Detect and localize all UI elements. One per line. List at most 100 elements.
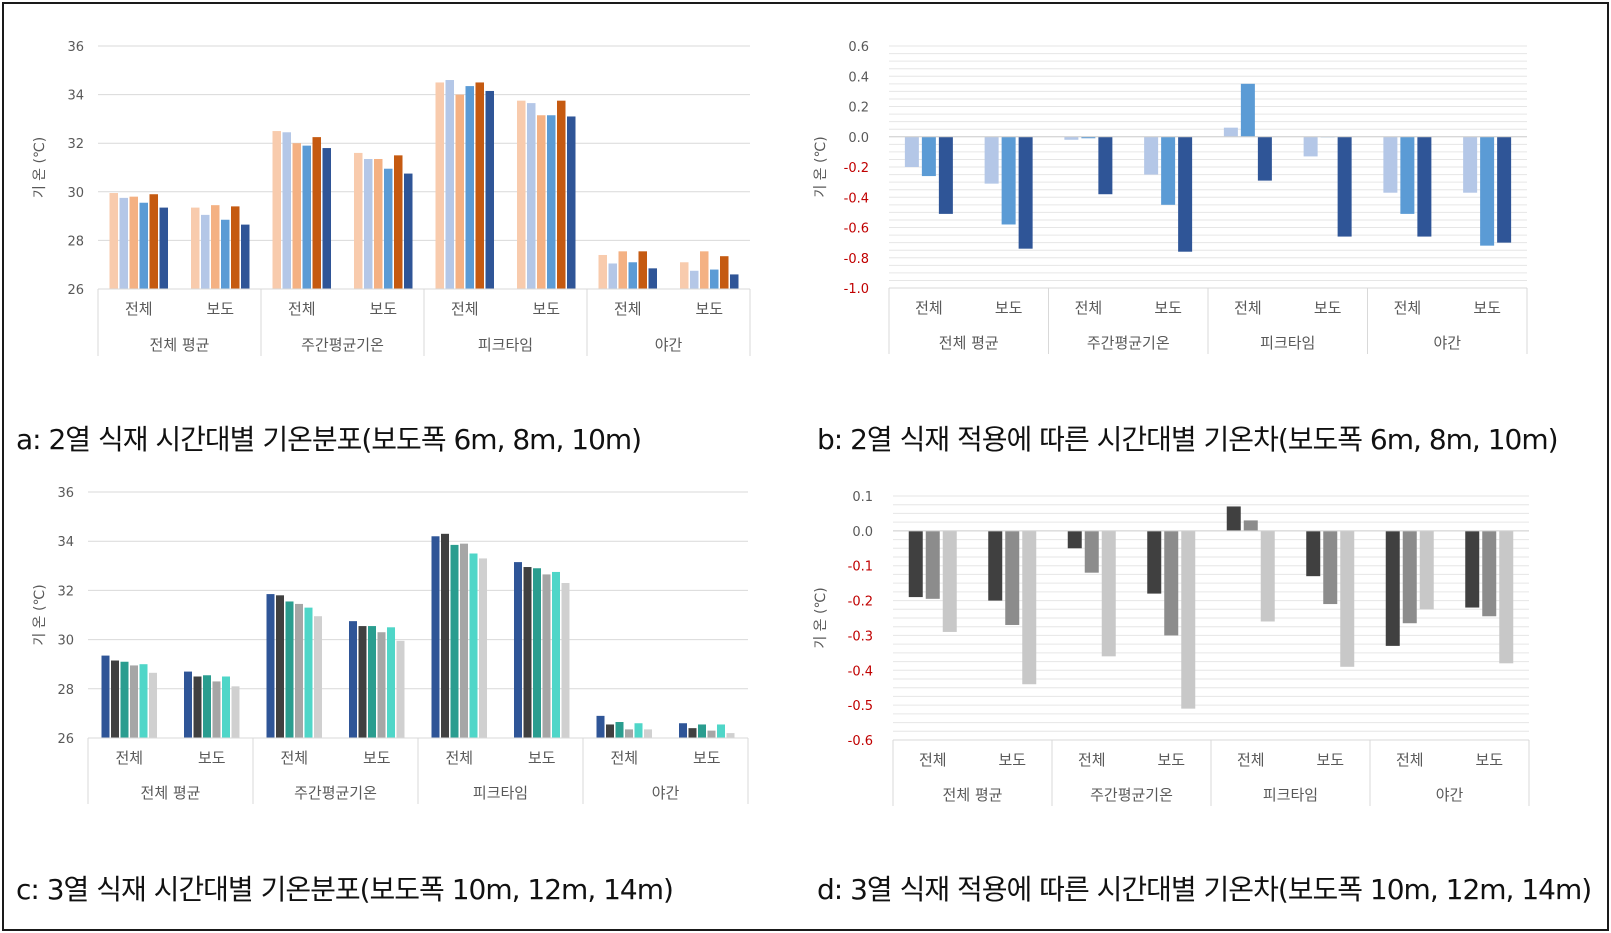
bar — [193, 676, 202, 738]
bar — [231, 206, 240, 289]
bar — [276, 595, 284, 738]
x-group-label: 피크타임 — [473, 784, 528, 802]
bar — [368, 626, 376, 738]
bar — [688, 728, 697, 738]
bar — [628, 262, 637, 289]
bar — [547, 115, 556, 289]
bar — [1257, 136, 1272, 181]
bar — [606, 724, 614, 738]
bar — [517, 100, 526, 289]
bar — [1081, 136, 1096, 139]
bar — [1303, 136, 1318, 157]
bar — [184, 671, 192, 738]
x-group-label: 야간 — [652, 784, 680, 802]
bar — [159, 207, 168, 289]
bar — [698, 724, 706, 738]
bar — [203, 675, 211, 738]
bar — [1064, 136, 1079, 140]
bar — [690, 270, 699, 289]
y-tick-label: 36 — [57, 486, 74, 501]
y-tick-label: -0.6 — [848, 734, 873, 749]
bar — [638, 251, 647, 289]
x-subcategory-label: 보도 — [1475, 751, 1503, 769]
x-subcategory-label: 전체 — [451, 300, 479, 318]
bar — [1400, 136, 1415, 214]
bar — [679, 723, 687, 738]
x-subcategory-label: 보도 — [998, 751, 1026, 769]
bar — [109, 193, 118, 289]
bar — [938, 136, 953, 214]
bar — [726, 733, 735, 738]
y-tick-label: -0.8 — [844, 252, 869, 267]
x-subcategory-label: 전체 — [1078, 751, 1106, 769]
y-tick-label: 26 — [57, 732, 74, 747]
x-group-label: 피크타임 — [1263, 786, 1318, 804]
bar — [1463, 136, 1478, 193]
bar — [212, 681, 221, 738]
bar — [1417, 136, 1432, 237]
x-group-label: 야간 — [1436, 786, 1464, 804]
bar — [465, 86, 474, 289]
x-subcategory-label: 전체 — [610, 749, 638, 767]
y-tick-label: 36 — [67, 40, 84, 55]
bar — [129, 196, 138, 289]
bar — [396, 640, 405, 738]
bar — [272, 131, 281, 289]
bar — [542, 574, 551, 738]
bar — [644, 729, 652, 738]
bar — [374, 158, 383, 289]
bar — [292, 143, 301, 289]
bar — [552, 571, 560, 738]
bar — [1226, 506, 1241, 531]
bar — [717, 724, 725, 738]
bar — [618, 251, 627, 289]
x-group-label: 피크타임 — [478, 336, 533, 354]
bar — [431, 536, 440, 738]
bar — [1337, 136, 1352, 237]
y-axis-label: 기 온 (℃) — [813, 587, 829, 648]
x-subcategory-label: 전체 — [1234, 299, 1262, 317]
bar — [455, 94, 464, 289]
bar — [221, 219, 230, 289]
y-axis-label: 기 온 (℃) — [32, 137, 48, 198]
bar — [1323, 530, 1338, 605]
y-tick-label: -1.0 — [844, 282, 869, 297]
bar — [485, 90, 494, 289]
x-subcategory-label: 전체 — [1075, 299, 1103, 317]
bar — [988, 530, 1003, 601]
bar — [921, 136, 936, 177]
bar — [730, 274, 739, 289]
y-tick-label: 30 — [57, 634, 74, 649]
bar — [1084, 530, 1099, 573]
x-group-label: 야간 — [655, 336, 683, 354]
x-group-label: 피크타임 — [1260, 334, 1315, 352]
panel-c: 26 28 30 32 34 36 기 온 (℃) 전체 보도 전체 보도 전체 보도 전체 보도 전체 평균… — [2, 466, 807, 931]
bar — [460, 543, 468, 738]
x-subcategory-label: 전체 — [115, 749, 143, 767]
bar — [314, 616, 322, 738]
y-tick-label: 0.4 — [848, 70, 869, 85]
bar — [1243, 520, 1258, 531]
bar — [720, 256, 729, 289]
bar — [475, 82, 484, 289]
bar — [700, 251, 709, 289]
bar — [942, 530, 957, 632]
bar — [1499, 530, 1514, 664]
bar — [1385, 530, 1400, 646]
bar — [322, 148, 331, 289]
x-group-label: 주간평균기온 — [1087, 334, 1170, 352]
y-tick-label: -0.3 — [848, 629, 873, 644]
bar — [120, 661, 129, 738]
bar — [222, 676, 230, 738]
bar — [435, 82, 444, 289]
x-subcategory-label: 보도 — [528, 749, 556, 767]
x-subcategory-label: 보도 — [995, 299, 1023, 317]
y-tick-label: 0.6 — [848, 40, 869, 55]
bar — [450, 544, 459, 738]
bar — [514, 562, 522, 738]
bar — [527, 103, 536, 289]
x-subcategory-label: 보도 — [363, 749, 391, 767]
